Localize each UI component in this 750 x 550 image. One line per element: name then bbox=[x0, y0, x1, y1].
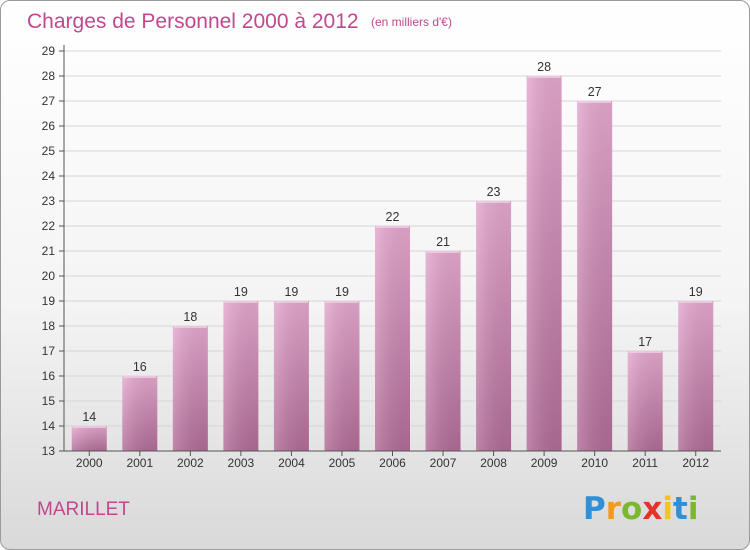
chart-title: Charges de Personnel 2000 à 2012 bbox=[27, 10, 359, 33]
bar-2004 bbox=[273, 301, 309, 451]
x-tick-label: 2010 bbox=[581, 456, 608, 470]
y-tick-label: 19 bbox=[42, 294, 56, 308]
x-tick-label: 2007 bbox=[430, 456, 457, 470]
value-label: 16 bbox=[133, 360, 147, 374]
value-label: 23 bbox=[487, 185, 501, 199]
bar-2003 bbox=[223, 301, 259, 451]
bar-2002 bbox=[172, 326, 208, 451]
value-label: 27 bbox=[588, 85, 602, 99]
x-tick-label: 2002 bbox=[177, 456, 204, 470]
bar-2012 bbox=[678, 301, 714, 451]
y-tick-label: 21 bbox=[42, 244, 56, 258]
logo-letter: r bbox=[606, 491, 622, 527]
y-tick-label: 18 bbox=[42, 319, 56, 333]
value-label: 21 bbox=[436, 235, 450, 249]
bar-shade bbox=[577, 101, 613, 451]
bar-2001 bbox=[122, 376, 158, 451]
x-tick-labels: 2000 2001 2002 2003 2004 2005 2006 2007 2008 2009… bbox=[76, 451, 709, 470]
bar-2009 bbox=[526, 76, 562, 451]
bar-shade bbox=[678, 301, 714, 451]
chart-subtitle: (en milliers d'€) bbox=[371, 15, 452, 29]
bar-shade bbox=[122, 376, 158, 451]
x-tick-label: 2003 bbox=[228, 456, 255, 470]
bar-shade bbox=[526, 76, 562, 451]
bar-shade bbox=[71, 426, 107, 451]
y-tick-label: 29 bbox=[42, 44, 56, 58]
y-tick-label: 20 bbox=[42, 269, 56, 283]
y-tick-label: 14 bbox=[42, 419, 56, 433]
value-labels: 14 16 18 19 19 19 22 21 23 28 27 17 19 bbox=[82, 60, 702, 424]
y-tick-label: 24 bbox=[42, 169, 56, 183]
value-label: 19 bbox=[234, 285, 248, 299]
bar-2008 bbox=[476, 201, 512, 451]
y-tick-label: 27 bbox=[42, 94, 56, 108]
value-label: 19 bbox=[284, 285, 298, 299]
bar-2011 bbox=[627, 351, 663, 451]
bar-shade bbox=[476, 201, 512, 451]
bar-shade bbox=[425, 251, 461, 451]
bar-shade bbox=[223, 301, 259, 451]
y-tick-label: 15 bbox=[42, 394, 56, 408]
value-label: 22 bbox=[386, 210, 400, 224]
proxiti-logo: Proxiti bbox=[583, 491, 698, 527]
value-label: 19 bbox=[335, 285, 349, 299]
y-tick-label: 16 bbox=[42, 369, 56, 383]
x-tick-label: 2006 bbox=[379, 456, 406, 470]
logo-letter: i bbox=[662, 491, 673, 527]
bar-2000 bbox=[71, 426, 107, 451]
logo-letter: t bbox=[673, 491, 688, 527]
bar-2010 bbox=[577, 101, 613, 451]
bar-2007 bbox=[425, 251, 461, 451]
y-tick-label: 25 bbox=[42, 144, 56, 158]
bar-shade bbox=[627, 351, 663, 451]
x-tick-label: 2001 bbox=[126, 456, 153, 470]
y-tick-labels: 13 14 15 16 17 18 19 20 21 22 23 24 25 26 27 28 29 bbox=[42, 44, 56, 458]
x-tick-label: 2004 bbox=[278, 456, 305, 470]
logo-letter: x bbox=[642, 491, 662, 527]
value-label: 14 bbox=[82, 410, 96, 424]
value-label: 17 bbox=[638, 335, 652, 349]
bar-2006 bbox=[375, 226, 410, 451]
y-tick-label: 28 bbox=[42, 69, 56, 83]
bar-shade bbox=[172, 326, 208, 451]
logo-letter: o bbox=[621, 491, 642, 527]
logo-letter: P bbox=[583, 491, 606, 527]
value-label: 19 bbox=[689, 285, 703, 299]
bar-shade bbox=[375, 226, 410, 451]
value-label: 28 bbox=[537, 60, 551, 74]
x-tick-label: 2011 bbox=[632, 456, 658, 470]
bar-2005 bbox=[324, 301, 360, 451]
y-tick-label: 23 bbox=[42, 194, 56, 208]
y-tick-label: 17 bbox=[42, 344, 56, 358]
x-tick-label: 2005 bbox=[329, 456, 356, 470]
x-tick-label: 2012 bbox=[682, 456, 709, 470]
bar-shade bbox=[273, 301, 309, 451]
value-label: 18 bbox=[183, 310, 197, 324]
y-tick-label: 26 bbox=[42, 119, 56, 133]
x-tick-label: 2000 bbox=[76, 456, 103, 470]
x-tick-label: 2009 bbox=[531, 456, 558, 470]
bars bbox=[71, 76, 714, 451]
logo-letter: i bbox=[688, 491, 699, 527]
bar-shade bbox=[324, 301, 360, 451]
y-tick-label: 22 bbox=[42, 219, 56, 233]
x-tick-label: 2008 bbox=[480, 456, 507, 470]
y-tick-label: 13 bbox=[42, 444, 56, 458]
place-label: MARILLET bbox=[37, 499, 130, 520]
